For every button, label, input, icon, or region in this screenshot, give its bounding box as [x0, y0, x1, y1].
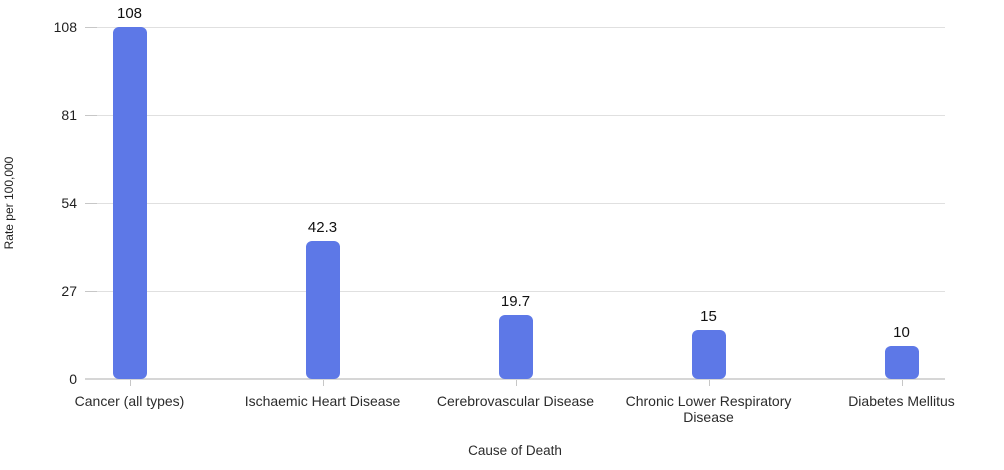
- x-tick-mark: [322, 380, 324, 386]
- category-label: Cancer (all types): [74, 393, 185, 409]
- y-tick-mark: [85, 203, 97, 204]
- grid-line: [85, 27, 945, 28]
- value-label: 10: [893, 324, 910, 342]
- y-tick-mark: [85, 27, 97, 28]
- category-label: Cerebrovascular Disease: [436, 393, 595, 409]
- category-label: Ischaemic Heart Disease: [244, 393, 401, 409]
- value-label: 42.3: [307, 219, 338, 237]
- bar: [884, 346, 919, 379]
- category-label: Diabetes Mellitus: [848, 393, 955, 409]
- y-tick-label: 27: [61, 283, 77, 299]
- y-tick-mark: [85, 115, 97, 116]
- value-label: 108: [116, 5, 143, 22]
- x-tick-mark: [901, 380, 903, 386]
- x-tick-mark: [515, 380, 517, 386]
- grid-line: [85, 203, 945, 204]
- grid-line: [85, 291, 945, 292]
- x-tick-mark: [129, 380, 131, 386]
- x-axis-title: Cause of Death: [468, 443, 562, 458]
- value-label: 19.7: [500, 292, 531, 310]
- y-tick-label: 81: [61, 107, 77, 123]
- category-label: Chronic Lower Respiratory Disease: [625, 393, 792, 425]
- x-axis-line: [85, 378, 945, 380]
- bar: [112, 27, 147, 379]
- x-tick-mark: [708, 380, 710, 386]
- bar: [691, 330, 726, 379]
- y-tick-mark: [85, 291, 97, 292]
- bar: [305, 241, 340, 379]
- value-label: 15: [700, 308, 717, 326]
- y-tick-label: 108: [53, 19, 77, 35]
- y-tick-label: 0: [69, 371, 77, 387]
- bar: [498, 314, 533, 379]
- grid-line: [85, 115, 945, 116]
- y-axis-title: Rate per 100,000: [2, 156, 16, 250]
- y-tick-label: 54: [61, 195, 77, 211]
